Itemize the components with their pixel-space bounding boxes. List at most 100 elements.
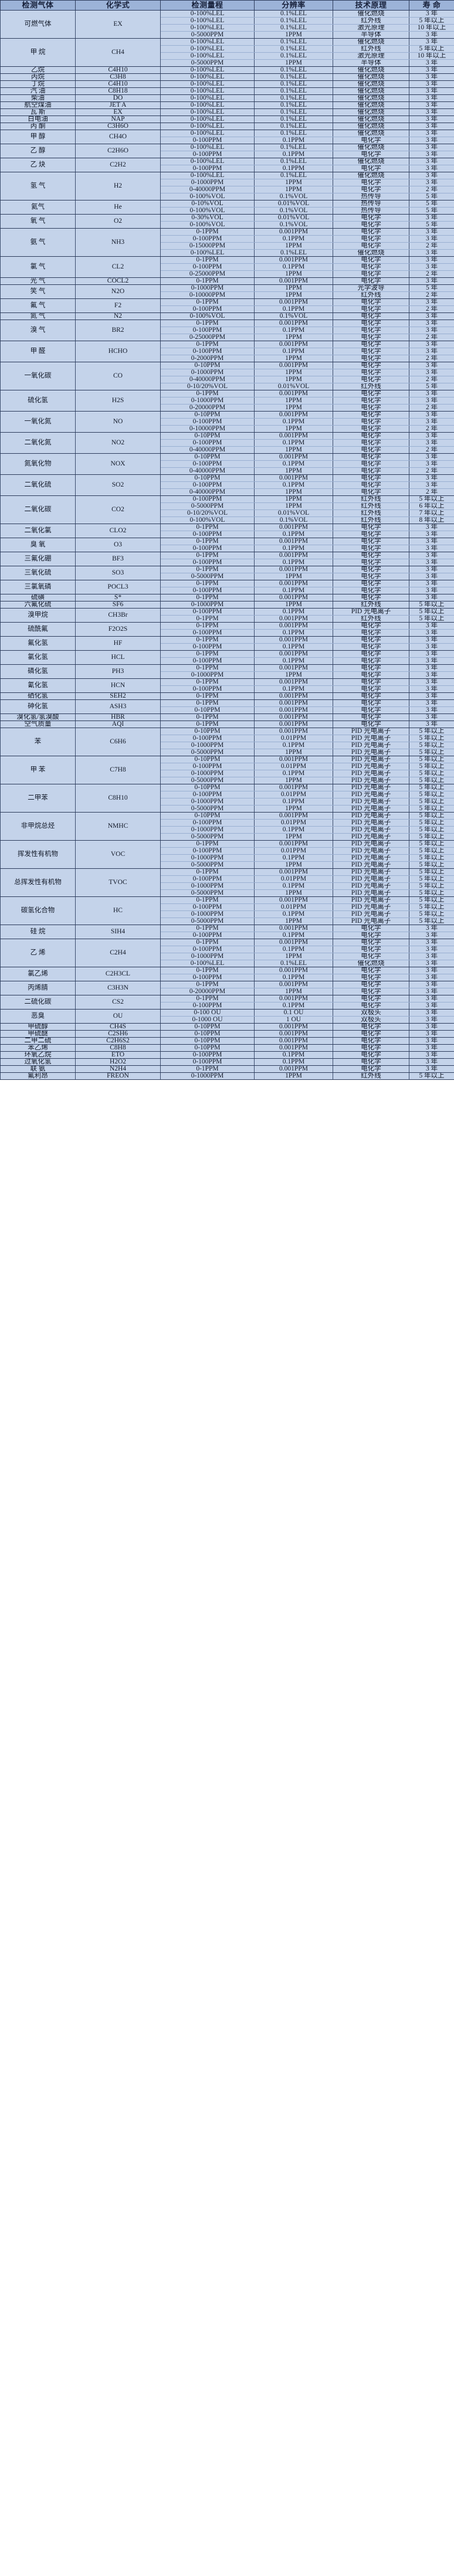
technology-cell: PID 光电离子 bbox=[333, 805, 409, 813]
table-row: 空气质量 AQI 0-1PPM 0.001PPM 电化学 3 年 bbox=[0, 721, 454, 728]
resolution-cell: 0.1%LEL bbox=[254, 249, 333, 257]
table-row: 0-25000PPM 1PPM 电化学 2 年 bbox=[1, 270, 454, 278]
resolution-cell: 1PPM bbox=[254, 369, 333, 376]
technology-cell: 电化学 bbox=[333, 277, 409, 285]
technology-cell: 电化学 bbox=[333, 538, 409, 545]
technology-cell: 电化学 bbox=[333, 411, 409, 419]
column-header-formula: 化学式 bbox=[75, 0, 161, 11]
chemical-formula-cell: HBR bbox=[75, 713, 161, 721]
chemical-formula-cell: N2O bbox=[75, 284, 161, 299]
lifespan-cell: 3 年 bbox=[409, 144, 454, 151]
resolution-cell: 0.1%LEL bbox=[254, 24, 333, 32]
lifespan-cell: 5 年 bbox=[409, 207, 454, 215]
range-cell: 0-100%VOL bbox=[160, 221, 255, 229]
technology-cell: 催化燃烧 bbox=[333, 144, 409, 151]
gas-name-cell: 一氧化碳 bbox=[0, 362, 76, 390]
resolution-cell: 0.1PPM bbox=[254, 1058, 333, 1066]
range-cell: 0-40000PPM bbox=[160, 446, 255, 454]
table-row: 硫酰氟 F2O2S 0-1PPM 0.001PPM 电化学 3 年 bbox=[0, 622, 454, 637]
technology-cell: 红外线 bbox=[333, 17, 409, 25]
resolution-cell: 0.001PPM bbox=[254, 622, 333, 630]
table-row: 非甲烷总烃 NMHC 0-10PPM 0.001PPM PID 光电离子 5 年以上 bbox=[0, 812, 454, 841]
resolution-cell: 0.001PPM bbox=[254, 538, 333, 545]
technology-cell: 电化学 bbox=[333, 376, 409, 383]
range-cell: 0-1PPM bbox=[160, 713, 255, 721]
gas-name-cell: 丁烷 bbox=[0, 80, 76, 88]
technology-cell: 电化学 bbox=[333, 467, 409, 475]
range-cell: 0-1PPM bbox=[160, 896, 255, 904]
technology-cell: 热传导 bbox=[333, 207, 409, 215]
technology-cell: 电化学 bbox=[333, 524, 409, 531]
technology-cell: 红外线 bbox=[333, 502, 409, 510]
table-row: 0-5000PPM 1PPM PID 光电离子 5 年以上 bbox=[1, 861, 454, 869]
lifespan-cell: 5 年以上 bbox=[409, 798, 454, 806]
technology-cell: 红外线 bbox=[333, 516, 409, 524]
lifespan-cell: 2 年 bbox=[409, 467, 454, 475]
resolution-cell: 0.001PPM bbox=[254, 840, 333, 848]
table-row: 0-100PPM 0.1PPM 电化学 3 年 bbox=[1, 974, 454, 981]
resolution-cell: 0.001PPM bbox=[254, 615, 333, 623]
technology-cell: 电化学 bbox=[333, 566, 409, 573]
lifespan-cell: 5 年 bbox=[409, 200, 454, 208]
technology-cell: PID 光电离子 bbox=[333, 770, 409, 777]
technology-cell: 电化学 bbox=[333, 692, 409, 700]
resolution-cell: 0.1PPM bbox=[254, 1051, 333, 1059]
range-cell: 0-1PPM bbox=[160, 256, 255, 264]
table-row: 0-100PPM 0.1PPM 电化学 3 年 bbox=[1, 629, 454, 637]
technology-cell: 电化学 bbox=[333, 256, 409, 264]
lifespan-cell: 3 年 bbox=[409, 165, 454, 172]
range-cell: 0-100%LEL bbox=[160, 52, 255, 60]
range-cell: 0-100PPM bbox=[160, 460, 255, 468]
technology-cell: PID 光电离子 bbox=[333, 756, 409, 763]
resolution-cell: 0.01%VOL bbox=[254, 214, 333, 222]
range-cell: 0-1000PPM bbox=[160, 770, 255, 777]
gas-name-cell: 汽 油 bbox=[0, 87, 76, 95]
lifespan-cell: 3 年 bbox=[409, 418, 454, 426]
range-cell: 0-1PPM bbox=[160, 594, 255, 601]
resolution-cell: 0.1%VOL bbox=[254, 193, 333, 200]
table-row: 过氧化氢 H2O2 0-100PPM 0.1PPM 电化学 3 年 bbox=[0, 1058, 454, 1066]
table-row: 0-100PPM 0.1PPM 电化学 3 年 bbox=[1, 643, 454, 651]
table-row: 0-5000PPM 1PPM PID 光电离子 5 年以上 bbox=[1, 917, 454, 925]
range-cell: 0-1PPM bbox=[160, 664, 255, 672]
technology-cell: 红外线 bbox=[333, 383, 409, 390]
lifespan-cell: 3 年 bbox=[409, 1030, 454, 1038]
table-row: 0-5000PPM 1PPM PID 光电离子 5 年以上 bbox=[1, 777, 454, 784]
resolution-cell: 1PPM bbox=[254, 291, 333, 299]
lifespan-cell: 3 年 bbox=[409, 320, 454, 327]
lifespan-cell: 2 年 bbox=[409, 305, 454, 313]
technology-cell: 电化学 bbox=[333, 334, 409, 341]
range-cell: 0-100%LEL bbox=[160, 38, 255, 46]
gas-name-cell: 二氧化硫 bbox=[0, 474, 76, 496]
technology-cell: 催化燃烧 bbox=[333, 66, 409, 74]
table-row: 0-100PPM 0.01PPM PID 光电离子 5 年以上 bbox=[1, 819, 454, 827]
lifespan-cell: 5 年以上 bbox=[409, 896, 454, 904]
resolution-cell: 1PPM bbox=[254, 179, 333, 186]
table-row: 0-1000PPM 0.1PPM PID 光电离子 5 年以上 bbox=[1, 770, 454, 777]
table-row: 0-100PPM 0.01PPM PID 光电离子 5 年以上 bbox=[1, 847, 454, 855]
technology-cell: 电化学 bbox=[333, 580, 409, 587]
lifespan-cell: 3 年 bbox=[409, 953, 454, 960]
range-cell: 0-1000 OU bbox=[160, 1016, 255, 1024]
technology-cell: 催化燃烧 bbox=[333, 101, 409, 109]
resolution-cell: 1PPM bbox=[254, 334, 333, 341]
lifespan-cell: 3 年 bbox=[409, 706, 454, 714]
range-cell: 0-100%LEL bbox=[160, 144, 255, 151]
technology-cell: PID 光电离子 bbox=[333, 847, 409, 855]
lifespan-cell: 5 年以上 bbox=[409, 847, 454, 855]
range-cell: 0-5000PPM bbox=[160, 59, 255, 67]
technology-cell: 电化学 bbox=[333, 432, 409, 440]
table-row: 二硫化碳 CS2 0-1PPM 0.001PPM 电化学 3 年 bbox=[0, 995, 454, 1010]
resolution-cell: 1PPM bbox=[254, 284, 333, 292]
range-cell: 0-100PPM bbox=[160, 418, 255, 426]
technology-cell: PID 光电离子 bbox=[333, 812, 409, 820]
resolution-cell: 0.1%LEL bbox=[254, 130, 333, 137]
range-cell: 0-10PPM bbox=[160, 1037, 255, 1045]
range-cell: 0-1PPM bbox=[160, 1065, 255, 1073]
lifespan-cell: 3 年 bbox=[409, 566, 454, 573]
lifespan-cell: 2 年 bbox=[409, 291, 454, 299]
table-row: 0-100PPM 0.1PPM 电化学 3 年 bbox=[1, 531, 454, 538]
range-cell: 0-1PPM bbox=[160, 699, 255, 707]
gas-name-cell: 乙 烯 bbox=[0, 939, 76, 967]
table-row: 乙烷 C4H10 0-100%LEL 0.1%LEL 催化燃烧 3 年 bbox=[0, 66, 454, 74]
